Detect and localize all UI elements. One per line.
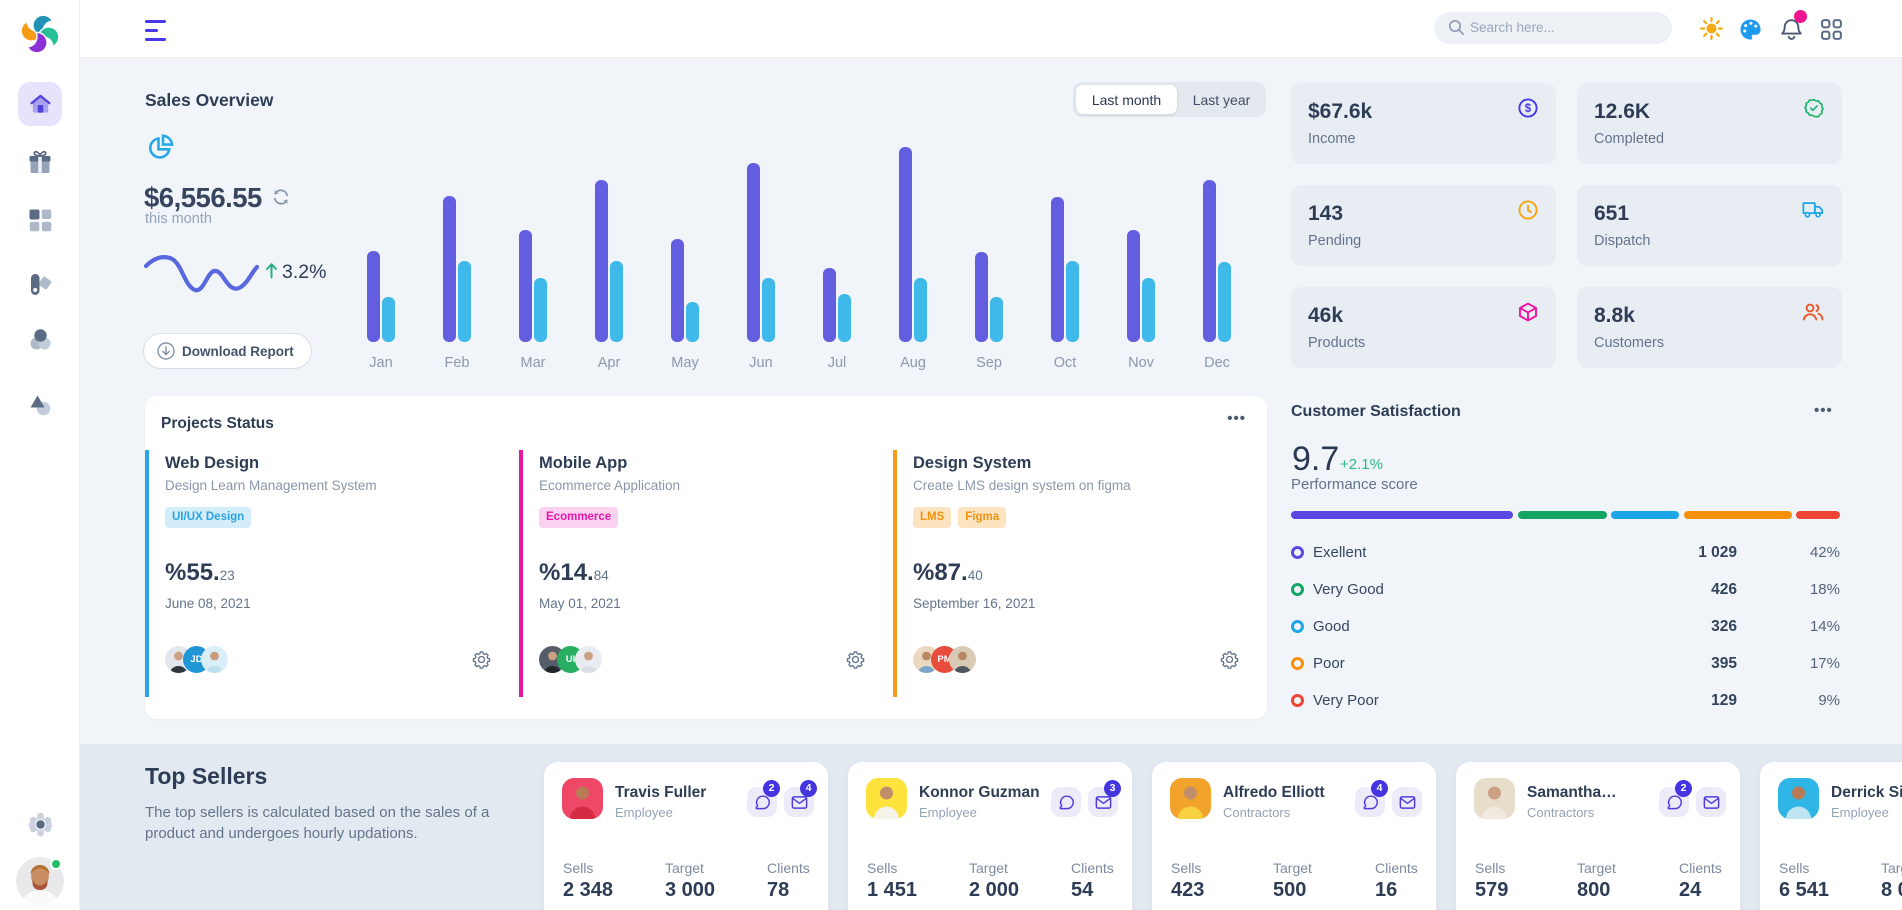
svg-text:$: $	[1525, 103, 1532, 115]
